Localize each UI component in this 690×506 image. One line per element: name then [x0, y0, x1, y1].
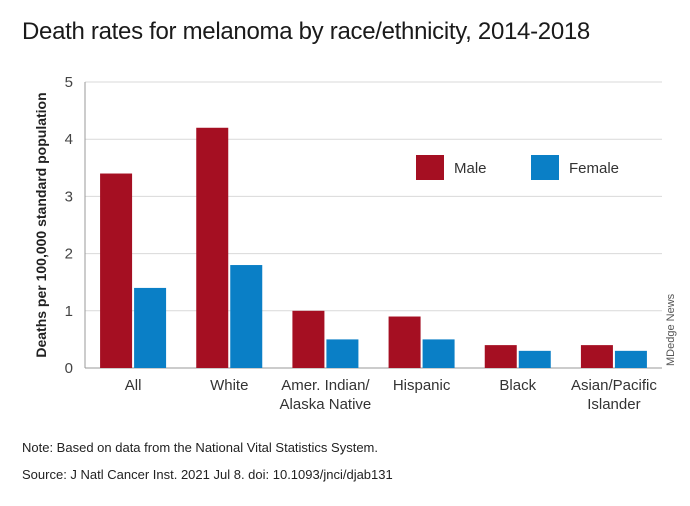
- y-tick-labels: 0 1 2 3 4 5: [65, 74, 73, 377]
- note-text: Note: Based on data from the National Vi…: [22, 440, 378, 455]
- y-tick-label: 4: [65, 131, 73, 148]
- bar-male: [580, 345, 613, 368]
- category-label: Black: [499, 377, 536, 394]
- category-label: Hispanic: [393, 377, 451, 394]
- bar-female: [230, 265, 263, 368]
- bar-male: [196, 127, 229, 368]
- chart-title: Death rates for melanoma by race/ethnici…: [22, 18, 590, 45]
- legend-swatch-male: [416, 155, 444, 180]
- legend-label-male: Male: [454, 160, 487, 177]
- bar-male: [388, 316, 421, 368]
- legend-label-female: Female: [569, 160, 619, 177]
- y-tick-label: 3: [65, 188, 73, 205]
- bar-male: [484, 345, 517, 368]
- y-tick-label: 5: [65, 74, 73, 91]
- category-label: Asian/Pacific Islander: [571, 377, 657, 413]
- category-label: White: [210, 377, 248, 394]
- category-labels: All White Amer. Indian/Alaska Native Hispan…: [125, 377, 658, 413]
- y-axis-label: Deaths per 100,000 standard population: [33, 92, 49, 357]
- bar-female: [134, 287, 167, 368]
- category-label: All: [125, 377, 142, 394]
- legend: Male Female: [416, 155, 619, 180]
- category-label: Amer. Indian/Alaska Native: [280, 377, 372, 413]
- bar-female: [326, 339, 359, 368]
- y-tick-label: 1: [65, 303, 73, 320]
- bar-female: [518, 350, 551, 368]
- credit-text: MDedge News: [665, 293, 677, 366]
- y-tick-label: 2: [65, 246, 73, 263]
- gridlines: [84, 81, 662, 369]
- bar-male: [292, 310, 325, 368]
- y-tick-label: 0: [65, 360, 73, 377]
- source-text: Source: J Natl Cancer Inst. 2021 Jul 8. …: [22, 467, 393, 482]
- bar-male: [100, 173, 133, 368]
- bar-female: [422, 339, 455, 368]
- bar-female: [614, 350, 647, 368]
- bar-chart: 0 1 2 3 4 5 All White Amer. Indian/Alaska Nativ…: [33, 74, 677, 413]
- bars: [100, 127, 647, 368]
- legend-swatch-female: [531, 155, 559, 180]
